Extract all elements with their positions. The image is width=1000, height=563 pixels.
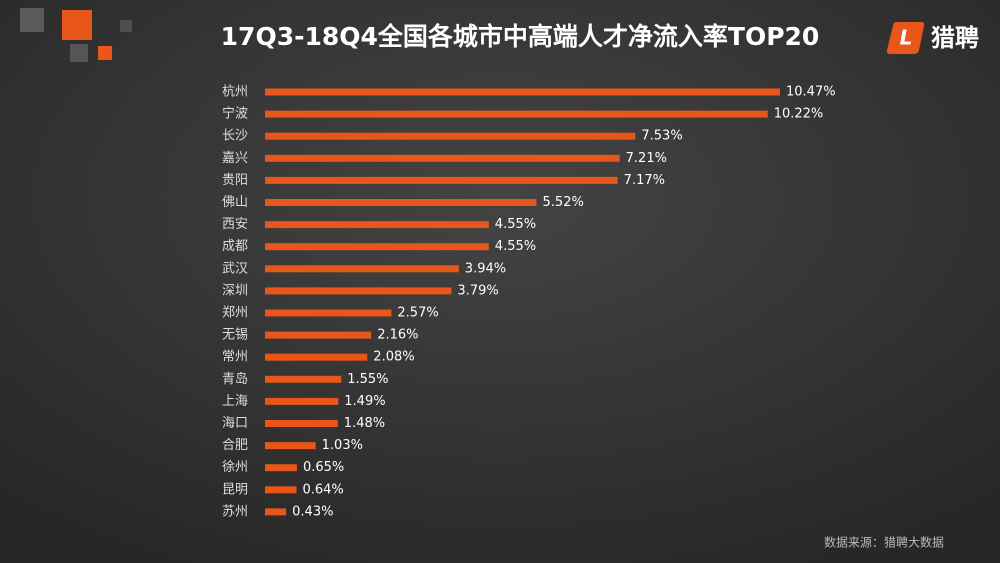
value-label: 10.22% — [774, 107, 824, 122]
category-label: 佛山 — [222, 195, 248, 210]
value-label: 7.53% — [641, 129, 682, 144]
bar — [265, 88, 780, 96]
value-label: 4.55% — [495, 217, 536, 232]
value-label: 3.79% — [457, 283, 498, 298]
value-label: 0.64% — [302, 482, 343, 497]
category-label: 徐州 — [222, 460, 248, 475]
value-label: 2.16% — [377, 328, 418, 343]
value-label: 1.49% — [344, 394, 385, 409]
value-label: 4.55% — [495, 239, 536, 254]
bar — [265, 375, 342, 383]
value-label: 1.48% — [344, 416, 385, 431]
chart-title: 17Q3-18Q4全国各城市中高端人才净流入率TOP20 — [221, 22, 820, 51]
decoration-cubes — [20, 8, 132, 62]
bar — [265, 420, 338, 427]
bar — [265, 110, 768, 118]
value-label: 7.17% — [624, 173, 665, 188]
category-label: 贵阳 — [222, 173, 248, 188]
bar — [265, 154, 620, 162]
value-label: 2.08% — [373, 350, 414, 365]
bar — [265, 287, 452, 295]
category-label: 海口 — [222, 416, 248, 431]
category-label: 苏州 — [222, 503, 248, 519]
category-label: 宁波 — [222, 106, 248, 122]
category-label: 合肥 — [222, 438, 248, 453]
bar — [265, 331, 372, 339]
category-label: 青岛 — [222, 371, 248, 387]
category-label: 嘉兴 — [222, 151, 248, 166]
value-label: 2.57% — [397, 306, 438, 321]
bar — [265, 221, 489, 229]
value-label: 3.94% — [465, 261, 506, 276]
category-label: 无锡 — [222, 328, 248, 343]
value-label: 5.52% — [543, 195, 584, 210]
category-label: 上海 — [222, 394, 248, 409]
value-label: 7.21% — [626, 151, 667, 166]
logo-icon — [886, 22, 925, 54]
category-label: 深圳 — [222, 283, 248, 298]
bar — [265, 508, 287, 516]
bar — [265, 243, 489, 251]
bar — [265, 442, 316, 450]
category-label: 西安 — [222, 217, 248, 232]
bar — [265, 353, 368, 361]
source-note: 数据来源：猎聘大数据 — [824, 535, 944, 550]
logo: L 猎聘 — [886, 22, 979, 54]
category-label: 昆明 — [222, 482, 248, 497]
bar — [265, 199, 537, 206]
bar — [265, 486, 297, 494]
bar — [265, 397, 339, 405]
bar — [265, 464, 297, 472]
bar — [265, 176, 618, 184]
category-label: 常州 — [222, 350, 248, 365]
value-label: 1.03% — [322, 438, 363, 453]
value-label: 10.47% — [786, 85, 836, 100]
category-label: 成都 — [222, 239, 248, 254]
logo-text: 猎聘 — [931, 24, 979, 52]
logo-letter: L — [900, 26, 913, 50]
category-label: 长沙 — [222, 129, 248, 144]
value-label: 1.55% — [347, 372, 388, 387]
category-label: 郑州 — [222, 306, 248, 321]
value-label: 0.65% — [303, 460, 344, 475]
category-label: 杭州 — [222, 85, 248, 100]
value-label: 0.43% — [292, 504, 333, 519]
bar — [265, 309, 392, 317]
bar — [265, 265, 459, 273]
bar — [265, 132, 636, 140]
category-label: 武汉 — [222, 261, 248, 276]
